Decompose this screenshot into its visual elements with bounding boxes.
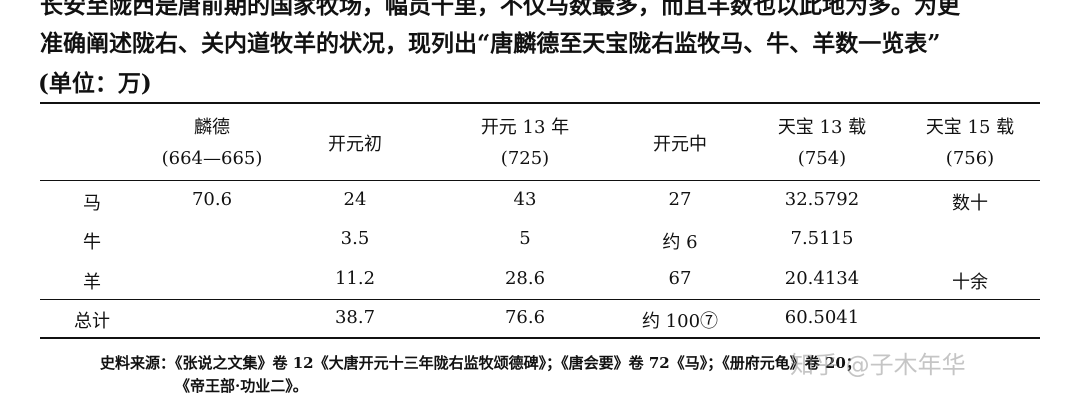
total-rule: [40, 299, 1040, 300]
table-cell: 60.5041: [784, 307, 860, 328]
table-cell: 3.5: [340, 228, 370, 249]
table-cell: 约 6: [662, 232, 698, 253]
source-note-cont: 《帝王部·功业二》。: [175, 377, 308, 395]
table-cell: 28.6: [504, 268, 546, 289]
table-cell: 20.4134: [784, 268, 860, 289]
paragraph-line: 准确阐述陇右、关内道牧羊的状况，现列出“唐麟德至天宝陇右监牧马、牛、羊数一览表”: [40, 30, 941, 57]
column-header-year: (725): [500, 148, 550, 169]
paragraph-line-cut: 长安至陇西是唐前期的国家牧场，幅员千里，不仅马数最多，而且羊数也以此地为多。为更: [40, 0, 960, 19]
table-cell: 70.6: [191, 189, 233, 210]
table-bottom-rule: [40, 337, 1040, 339]
table-cell: 11.2: [334, 268, 376, 289]
table-cell: 27: [668, 189, 692, 210]
column-header-year: (664—665): [161, 148, 263, 169]
row-label: 马: [83, 193, 101, 214]
header-rule: [40, 180, 1040, 181]
row-label: 羊: [83, 272, 101, 293]
table-cell: 43: [513, 189, 537, 210]
table-cell: 十余: [952, 272, 988, 293]
table-cell: 数十: [952, 193, 988, 214]
column-header: 开元 13 年: [480, 117, 570, 138]
table-cell: 5: [519, 228, 531, 249]
column-header-year: (754): [797, 148, 847, 169]
unit-note: (单位：万): [38, 70, 152, 97]
watermark: 知乎 @子木年华: [790, 351, 966, 379]
table-cell: 38.7: [334, 307, 376, 328]
table-top-rule: [40, 102, 1040, 104]
table-cell: 32.5792: [784, 189, 860, 210]
table-cell: 67: [668, 268, 692, 289]
row-label: 总计: [74, 311, 110, 332]
column-header: 开元初: [328, 134, 382, 155]
column-header: 开元中: [653, 134, 707, 155]
table-cell: 7.5115: [790, 228, 854, 249]
column-header: 麟德: [194, 117, 230, 138]
table-cell: 约 100⑦: [641, 311, 719, 332]
table-cell: 24: [343, 189, 367, 210]
row-label: 牛: [83, 232, 101, 253]
table-cell: 76.6: [504, 307, 546, 328]
column-header-year: (756): [945, 148, 995, 169]
source-note: 史料来源：《张说之文集》卷 12《大唐开元十三年陇右监牧颂德碑》；《唐会要》卷 …: [100, 354, 861, 372]
column-header: 天宝 15 载: [925, 117, 1015, 138]
column-header: 天宝 13 载: [777, 117, 867, 138]
